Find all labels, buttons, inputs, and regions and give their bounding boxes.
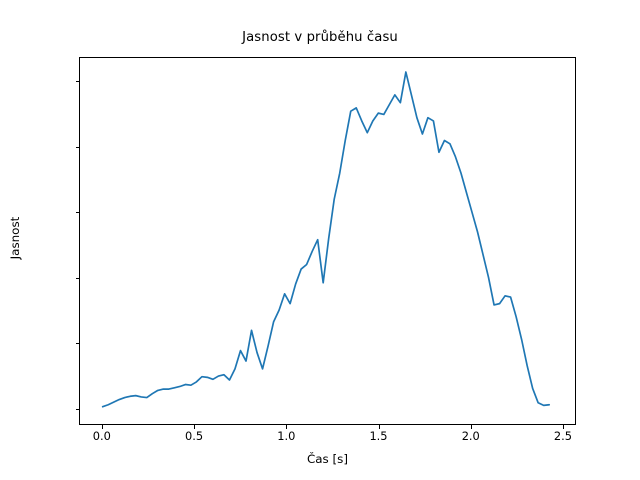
x-tick-mark: [562, 425, 565, 429]
x-tick-mark: [101, 425, 103, 429]
x-tick-label: 1.0: [277, 429, 296, 443]
x-tick-label: 2.0: [461, 429, 480, 443]
y-tick-mark: [75, 146, 79, 148]
x-axis-label: Čas [s]: [306, 452, 349, 466]
y-tick-mark: [75, 80, 79, 82]
x-tick-label: 1.5: [369, 429, 388, 443]
x-tick-mark: [286, 425, 288, 429]
x-tick-mark: [378, 425, 380, 429]
plot-area: [79, 57, 576, 425]
series-jasnost-line: [101, 71, 551, 408]
x-tick-label: 0.0: [92, 429, 111, 443]
y-axis-label: Jasnost: [8, 216, 22, 260]
y-tick-mark: [75, 343, 79, 345]
y-axis-label-container: Jasnost: [0, 57, 30, 425]
y-tick-mark: [75, 277, 79, 279]
chart-title: Jasnost v průběhu času: [242, 30, 398, 45]
y-tick-mark: [75, 408, 79, 410]
x-tick-mark: [470, 425, 472, 429]
y-tick-mark: [75, 212, 79, 214]
x-tick-label: 2.5: [553, 429, 573, 443]
data-line-chart: [101, 71, 551, 408]
x-tick-label: 0.5: [184, 429, 204, 443]
x-tick-mark: [194, 425, 196, 429]
